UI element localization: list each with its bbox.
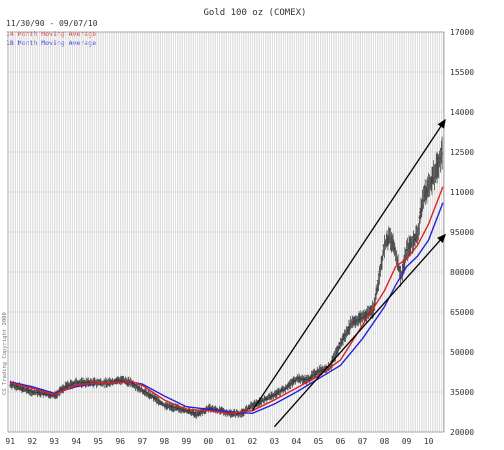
legend-ma18: 18 Month Moving Average [6, 39, 97, 47]
y-tick-label: 35000 [450, 388, 474, 397]
y-tick-label: 17000 [450, 28, 474, 37]
y-tick-label: 14000 [450, 108, 474, 117]
x-tick-label: 05 [314, 437, 324, 446]
x-tick-label: 96 [115, 437, 125, 446]
y-tick-label: 11000 [450, 188, 474, 197]
x-tick-label: 94 [71, 437, 81, 446]
y-tick-label: 50000 [450, 348, 474, 357]
y-tick-label: 12500 [450, 148, 474, 157]
x-tick-label: 07 [358, 437, 368, 446]
y-tick-label: 95000 [450, 228, 474, 237]
x-tick-label: 02 [248, 437, 258, 446]
legend-ma14: 14 Month Moving Average [6, 30, 97, 38]
ma14-line [10, 186, 444, 415]
x-tick-label: 01 [226, 437, 236, 446]
x-tick-label: 92 [27, 437, 37, 446]
x-tick-label: 95 [93, 437, 103, 446]
y-tick-label: 65000 [450, 308, 474, 317]
x-tick-label: 09 [402, 437, 412, 446]
x-tick-label: 98 [160, 437, 170, 446]
x-tick-label: 00 [204, 437, 214, 446]
x-tick-label: 06 [336, 437, 346, 446]
x-tick-label: 99 [182, 437, 192, 446]
y-tick-label: 20000 [450, 428, 474, 437]
x-tick-label: 97 [138, 437, 148, 446]
plot-frame [7, 31, 445, 433]
x-tick-label: 04 [292, 437, 302, 446]
x-tick-label: 91 [5, 437, 15, 446]
x-tick-label: 08 [380, 437, 390, 446]
x-tick-label: 93 [49, 437, 59, 446]
trend-line-arrow [251, 118, 446, 412]
x-tick-label: 03 [270, 437, 280, 446]
chart-title: Gold 100 oz (COMEX) [203, 8, 307, 18]
x-tick-label: 10 [424, 437, 434, 446]
trend-line-arrow [273, 233, 446, 428]
y-tick-label: 80000 [450, 268, 474, 277]
y-tick-label: 15500 [450, 68, 474, 77]
date-range: 11/30/90 - 09/07/10 [6, 19, 98, 28]
